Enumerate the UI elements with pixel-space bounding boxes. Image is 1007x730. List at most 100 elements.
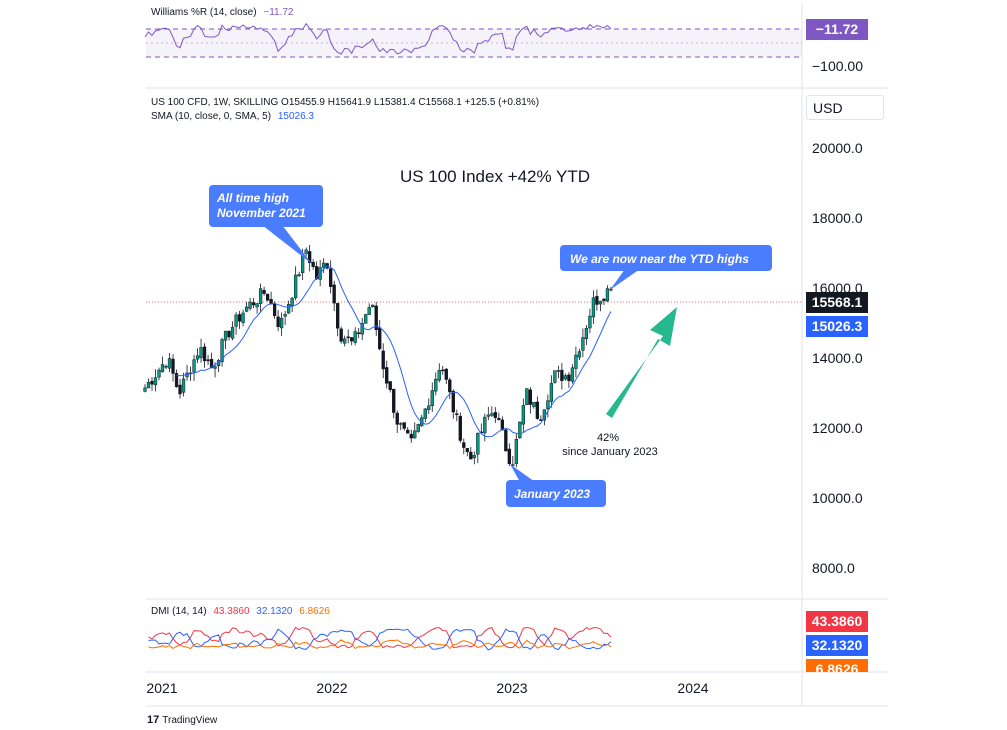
candle-body bbox=[462, 442, 466, 448]
candle-body bbox=[171, 358, 175, 374]
candle-body bbox=[381, 350, 385, 370]
candle-body bbox=[490, 413, 494, 416]
sma-legend-value: 15026.3 bbox=[277, 111, 314, 122]
candle-body bbox=[290, 297, 294, 306]
candle-body bbox=[174, 373, 179, 387]
candle-body bbox=[500, 419, 504, 431]
candle-body bbox=[308, 251, 312, 263]
candle-body bbox=[455, 413, 459, 415]
currency-button[interactable]: USD bbox=[806, 95, 884, 120]
candle-body bbox=[213, 366, 217, 369]
candle-body bbox=[364, 314, 368, 324]
candle-body bbox=[230, 327, 235, 339]
candle-body bbox=[385, 367, 389, 384]
candle-body bbox=[374, 305, 378, 331]
candle-body bbox=[584, 327, 589, 340]
candle-body bbox=[469, 451, 473, 460]
candle-body bbox=[371, 304, 375, 308]
candle-body bbox=[444, 368, 448, 380]
dmi-legend-minus: 32.1320 bbox=[256, 606, 293, 617]
dmi-minus-line bbox=[148, 628, 612, 651]
svg-text:January 2023: January 2023 bbox=[514, 487, 590, 501]
candle-body bbox=[178, 384, 182, 395]
candle-body bbox=[244, 306, 249, 312]
candle-body bbox=[357, 332, 361, 334]
tv-brand: TradingView bbox=[162, 715, 218, 726]
callout-near-ytd-highs: We are now near the YTD highs bbox=[560, 245, 772, 290]
svg-text:All time high: All time high bbox=[216, 191, 289, 205]
candle-body bbox=[262, 290, 266, 294]
candle-body bbox=[605, 288, 610, 302]
svg-text:November 2021: November 2021 bbox=[217, 206, 306, 220]
candle-body bbox=[539, 419, 543, 421]
candle-body bbox=[286, 304, 291, 314]
candle-body bbox=[556, 370, 561, 372]
trend-arrow bbox=[606, 307, 677, 418]
candle-body bbox=[423, 408, 427, 419]
candle-body bbox=[574, 354, 578, 369]
candle-body bbox=[493, 412, 497, 418]
svg-text:We are now near the YTD highs: We are now near the YTD highs bbox=[570, 252, 749, 266]
candle-body bbox=[339, 328, 343, 342]
sma-legend-name: SMA (10, close, 0, SMA, 5) bbox=[151, 111, 272, 122]
candle-body bbox=[486, 414, 490, 417]
x-tick: 2023 bbox=[496, 680, 527, 696]
williams-series-line bbox=[144, 22, 612, 55]
candle-body bbox=[272, 303, 277, 316]
candle-body bbox=[581, 337, 585, 351]
candle-body bbox=[192, 359, 196, 373]
callout-january-2023: January 2023 bbox=[506, 464, 606, 507]
candle-body bbox=[588, 315, 592, 329]
candle-body bbox=[343, 338, 347, 344]
candle-body bbox=[448, 379, 452, 393]
candle-body bbox=[167, 358, 172, 369]
dmi-legend: DMI (14, 14) 43.3860 32.1320 6.8626 bbox=[151, 606, 330, 617]
candle-body bbox=[507, 448, 511, 465]
candle-body bbox=[504, 429, 508, 452]
callout-all-time-high: All time high November 2021 bbox=[209, 185, 323, 264]
candle-body bbox=[472, 455, 476, 459]
candles-group bbox=[143, 245, 613, 468]
y-tick: 10000.0 bbox=[812, 490, 863, 506]
candle-body bbox=[437, 370, 441, 381]
candle-body bbox=[553, 370, 557, 383]
candle-body bbox=[315, 266, 319, 280]
candle-body bbox=[304, 249, 308, 254]
candle-body bbox=[430, 390, 434, 407]
candle-body bbox=[567, 374, 571, 381]
candle-body bbox=[164, 365, 168, 368]
y-tick: 18000.0 bbox=[812, 210, 863, 226]
candle-body bbox=[434, 378, 438, 392]
williams-legend-value: −11.72 bbox=[263, 7, 294, 18]
candle-body bbox=[525, 388, 529, 406]
candle-body bbox=[360, 323, 364, 335]
candle-body bbox=[409, 433, 413, 439]
candle-body bbox=[591, 297, 596, 318]
candle-body bbox=[406, 429, 410, 434]
y-tick: 8000.0 bbox=[812, 560, 855, 576]
x-tick: 2021 bbox=[146, 680, 177, 696]
tradingview-logo[interactable]: 17 TradingView bbox=[147, 714, 217, 726]
y-tick: 20000.0 bbox=[812, 140, 863, 156]
candle-body bbox=[532, 402, 536, 407]
dmi-plus-line bbox=[148, 626, 612, 649]
candle-body bbox=[329, 268, 333, 287]
candle-body bbox=[209, 359, 214, 369]
candle-body bbox=[160, 364, 165, 373]
candle-body bbox=[206, 359, 210, 362]
candle-body bbox=[427, 405, 431, 410]
candle-body bbox=[378, 327, 382, 350]
candle-body bbox=[451, 390, 455, 413]
candle-body bbox=[346, 336, 350, 339]
candle-body bbox=[237, 314, 242, 322]
candle-body bbox=[293, 274, 298, 299]
candle-body bbox=[241, 312, 245, 323]
candle-body bbox=[223, 330, 228, 341]
candle-body bbox=[350, 337, 354, 342]
gain-sublabel: since January 2023 bbox=[562, 446, 657, 458]
gain-label: 42% bbox=[597, 432, 619, 444]
candle-body bbox=[602, 298, 606, 301]
candle-body bbox=[353, 331, 357, 343]
dmi-minus-tag: 32.1320 bbox=[806, 635, 868, 656]
